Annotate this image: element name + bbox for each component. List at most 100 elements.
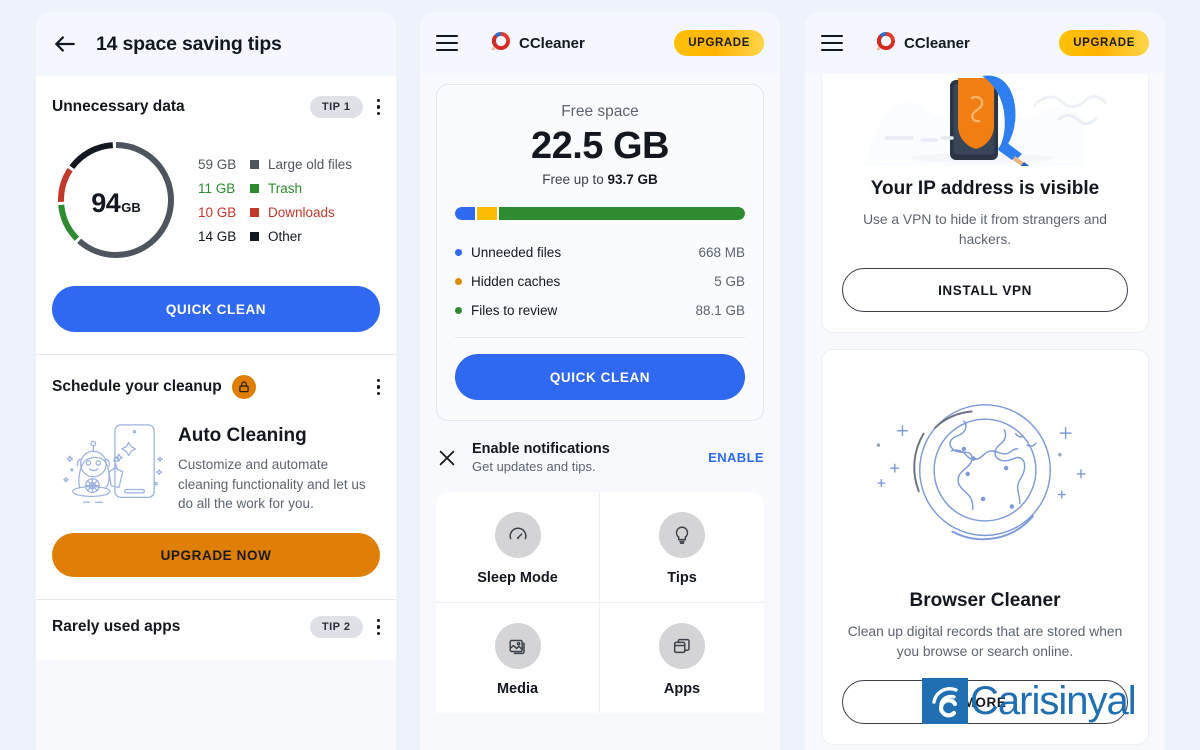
globe-illustration [822, 350, 1148, 578]
legend-label: Downloads [268, 204, 335, 220]
bar-segment-files-to-review [499, 207, 745, 220]
phone-panel-tips: 14 space saving tips Unnecessary data TI… [36, 12, 396, 750]
tip-badge-2: TIP 2 [309, 616, 363, 638]
legend-value: 14 GB [198, 228, 237, 244]
free-space-amount: 22.5 GB [530, 125, 670, 167]
legend-item: 59 GB Large old files [198, 157, 352, 172]
quick-clean-button[interactable]: QUICK CLEAN [52, 286, 380, 332]
image-icon [494, 623, 541, 669]
tile-label: Tips [667, 570, 697, 586]
robot-cleaning-phone-illustration [52, 417, 172, 515]
legend-value: 11 GB [198, 180, 236, 196]
legend-item: 14 GB Other [198, 229, 352, 244]
stat-dot-icon [455, 307, 462, 314]
stat-value: 88.1 GB [695, 303, 745, 318]
quick-clean-button[interactable]: QUICK CLEAN [455, 354, 745, 400]
quick-clean-wrap: QUICK CLEAN [36, 270, 396, 354]
install-vpn-button[interactable]: INSTALL VPN [842, 268, 1128, 312]
ccleaner-logo-icon [490, 30, 512, 57]
divider [36, 354, 396, 355]
kebab-menu-icon[interactable] [376, 98, 380, 116]
legend-swatch-icon [250, 159, 259, 169]
stat-dot-icon [455, 249, 462, 256]
rarely-used-apps-header: Rarely used apps TIP 2 [36, 600, 396, 638]
stat-name: Files to review [471, 303, 558, 318]
stat-row: Files to review 88.1 GB [455, 296, 745, 325]
storage-breakdown: 94 GB 59 GB Large old files 11 GB Trash [36, 122, 396, 270]
storage-donut-chart: 94 GB [52, 136, 180, 264]
stat-value: 668 MB [698, 245, 745, 260]
legend-swatch-icon [250, 183, 259, 193]
panel2-body: Free space 22.5 GB Free up to 93.7 GB Un… [420, 74, 780, 421]
promo-title: Auto Cleaning [178, 425, 307, 446]
close-x-icon[interactable] [436, 447, 458, 469]
person-phone-shield-illustration [822, 74, 1148, 166]
lightbulb-icon [659, 512, 705, 558]
tile-label: Apps [663, 681, 701, 697]
stat-value: 5 GB [714, 274, 745, 289]
upgrade-now-button[interactable]: UPGRADE NOW [52, 533, 380, 577]
tile-apps[interactable]: Apps [600, 603, 764, 713]
hamburger-menu-icon[interactable] [821, 34, 843, 52]
speedometer-icon [494, 512, 541, 558]
upgrade-button[interactable]: UPGRADE [674, 30, 764, 56]
ccleaner-logo-icon [875, 30, 897, 57]
free-up-to-prefix: Free up to [542, 172, 608, 187]
more-button[interactable]: MORE [842, 680, 1128, 724]
legend-label: Trash [268, 180, 303, 196]
tile-media[interactable]: Media [436, 603, 600, 713]
unnecessary-data-header: Unnecessary data TIP 1 [36, 76, 396, 122]
brand: CCleaner [490, 30, 585, 57]
panel3-appbar: CCleaner UPGRADE [805, 12, 1165, 74]
legend-label: Large old files [268, 156, 353, 172]
notification-title: Enable notifications [472, 441, 610, 457]
schedule-cleanup-card: Schedule your cleanup [36, 355, 396, 599]
vpn-promo-body: Use a VPN to hide it from strangers and … [863, 212, 1107, 247]
upgrade-now-wrap: UPGRADE NOW [36, 517, 396, 599]
legend-item: 11 GB Trash [198, 181, 352, 196]
phone-panel-home: CCleaner UPGRADE Free space 22.5 GB Free… [420, 12, 780, 750]
tile-label: Media [496, 681, 539, 697]
brand-name: CCleaner [904, 34, 970, 52]
browser-cleaner-title: Browser Cleaner [909, 590, 1061, 611]
schedule-cleanup-header: Schedule your cleanup [36, 355, 396, 403]
promo-body: Customize and automate cleaning function… [178, 457, 366, 512]
stat-dot-icon [455, 278, 462, 285]
enable-button[interactable]: ENABLE [708, 450, 764, 465]
vpn-promo-card: Your IP address is visible Use a VPN to … [821, 74, 1149, 333]
tile-label: Sleep Mode [477, 570, 558, 586]
phone-panel-offers: CCleaner UPGRADE [805, 12, 1165, 750]
stat-row: Unneeded files 668 MB [455, 238, 745, 267]
carisinyal-c-logo [922, 678, 968, 724]
tile-sleep-mode[interactable]: Sleep Mode [436, 492, 600, 603]
free-space-subtext: Free up to 93.7 GB [455, 172, 745, 187]
legend-value: 59 GB [198, 156, 237, 172]
hamburger-menu-icon[interactable] [436, 34, 458, 52]
auto-cleaning-promo: Auto Cleaning Customize and automate cle… [36, 403, 396, 517]
legend-swatch-icon [250, 231, 259, 241]
stat-row: Hidden caches 5 GB [455, 267, 745, 296]
bar-segment-hidden-caches [477, 207, 498, 220]
free-space-label: Free space [561, 103, 639, 120]
panel2-appbar: CCleaner UPGRADE [420, 12, 780, 74]
panel1-appbar: 14 space saving tips [36, 12, 396, 76]
section-title-schedule-cleanup: Schedule your cleanup [52, 378, 222, 395]
section-title-unnecessary-data: Unnecessary data [52, 98, 185, 115]
kebab-menu-icon[interactable] [376, 378, 380, 396]
back-arrow-icon[interactable] [52, 31, 78, 57]
storage-usage-bar [455, 207, 745, 220]
kebab-menu-icon[interactable] [376, 618, 380, 636]
upgrade-button[interactable]: UPGRADE [1059, 30, 1149, 56]
free-up-to-value: 93.7 GB [607, 172, 658, 187]
auto-cleaning-text: Auto Cleaning Customize and automate cle… [178, 417, 380, 515]
legend-label: Other [268, 228, 302, 244]
legend-value: 10 GB [198, 204, 237, 220]
browser-cleaner-card: Browser Cleaner Clean up digital records… [821, 349, 1149, 745]
apps-stack-icon [659, 623, 705, 669]
free-space-card: Free space 22.5 GB Free up to 93.7 GB Un… [436, 84, 764, 421]
legend-swatch-icon [250, 207, 259, 217]
notification-subtitle: Get updates and tips. [472, 459, 596, 474]
tile-tips[interactable]: Tips [600, 492, 764, 603]
quick-actions-grid: Sleep Mode Tips [436, 492, 764, 713]
